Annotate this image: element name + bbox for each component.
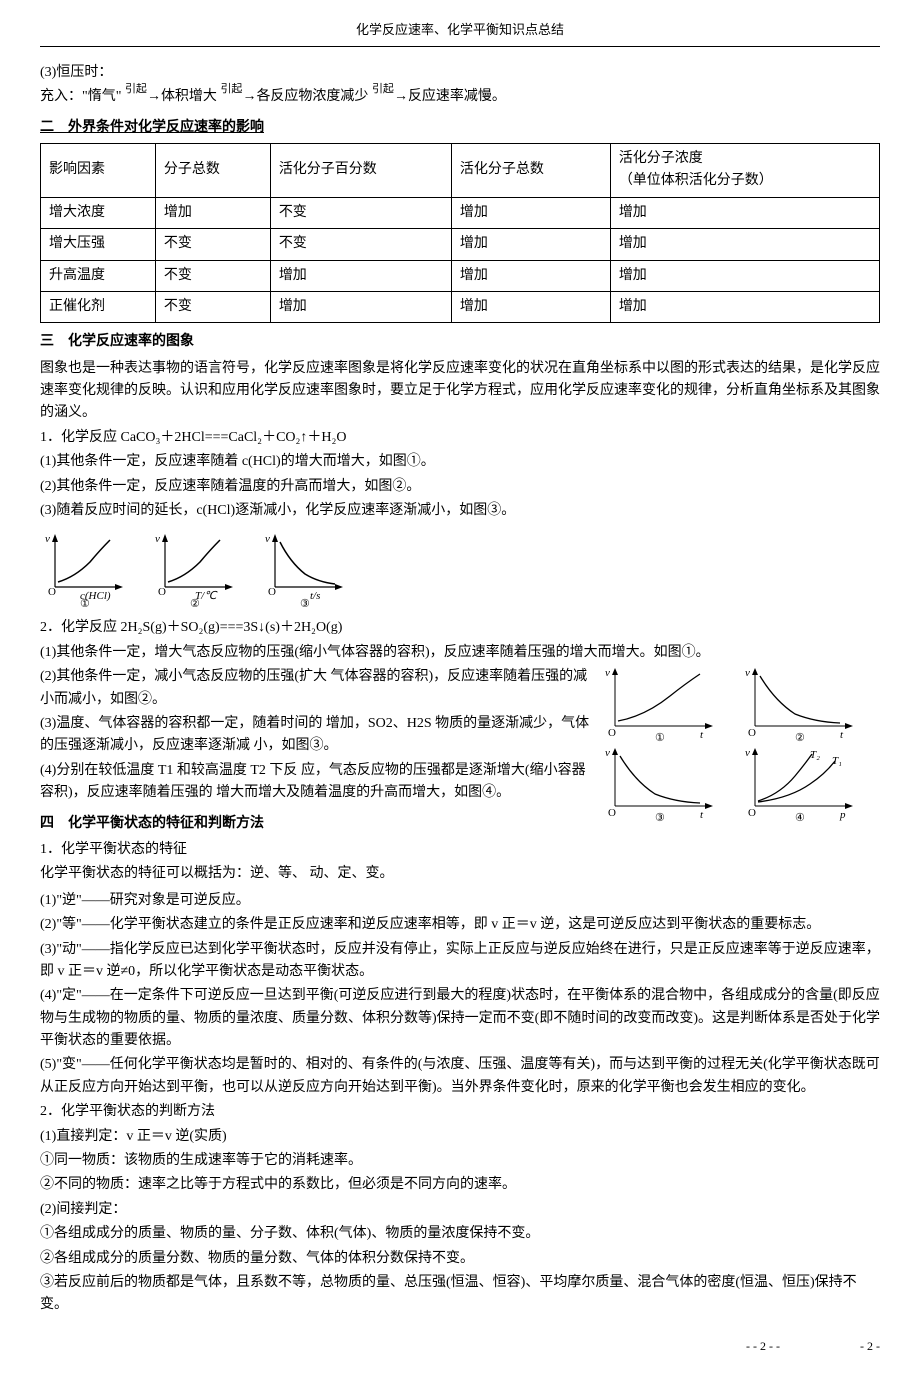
chart-3: v O t/s ③ [260,532,350,607]
s4-2-2-3: ③若反应前后的物质都是气体，且系数不等，总物质的量、总压强(恒温、恒容)、平均摩… [40,1272,880,1317]
chart-2: v O T/℃ ② [150,532,240,607]
item-1-1: (1)其他条件一定，反应速率随着 c(HCl)的增大而增大，如图①。 [40,451,880,473]
svg-text:O: O [608,727,616,739]
item-3-flow: 充入："惰气" 引起→体积增大 引起→各反应物浓度减少 引起→反应速率减慢。 [40,86,880,108]
svg-text:v: v [605,747,610,759]
svg-text:O: O [748,727,756,739]
s4-2-2: (2)间接判定： [40,1199,880,1221]
table-row: 增大浓度 增加 不变 增加 增加 [41,197,880,228]
svg-text:t/s: t/s [310,590,320,602]
svg-text:O: O [48,586,56,598]
svg-text:T₂: T₂ [810,749,820,761]
arrow-label: 引起 [220,83,242,95]
s4-2-2-1: ①各组成成分的质量、物质的量、分子数、体积(气体)、物质的量浓度保持不变。 [40,1223,880,1245]
header-divider [40,46,880,47]
svg-text:①: ① [80,598,90,607]
footer-page-right: - 2 - [860,1337,880,1356]
item-2-1: (1)其他条件一定，增大气态反应物的压强(缩小气体容器的容积)，反应速率随着压强… [40,642,880,664]
table-header: 活化分子浓度 （单位体积活化分子数） [610,143,879,197]
s4-2-1: (1)直接判定：v 正＝v 逆(实质) [40,1126,880,1148]
arrow-label: 引起 [125,83,147,95]
table-header: 影响因素 [41,143,156,197]
table-header: 活化分子总数 [451,143,610,197]
footer-page-left: - - 2 - - [746,1337,780,1356]
s4-2-1-1: ①同一物质：该物质的生成速率等于它的消耗速率。 [40,1150,880,1172]
page-footer: - - 2 - - - 2 - [40,1337,880,1356]
table-header: 活化分子百分数 [270,143,451,197]
s4-2-heading: 2．化学平衡状态的判断方法 [40,1101,880,1123]
svg-text:p: p [839,809,846,821]
arrow-label: 引起 [372,83,394,95]
table-header: 分子总数 [155,143,270,197]
svg-text:O: O [268,586,276,598]
svg-text:v: v [45,533,50,545]
svg-text:③: ③ [655,812,665,824]
s4-1-4: (4)"定"——在一定条件下可逆反应一旦达到平衡(可逆反应进行到最大的程度)状态… [40,985,880,1052]
svg-text:t: t [840,729,844,741]
svg-text:②: ② [795,732,805,744]
svg-text:v: v [155,533,160,545]
svg-text:t: t [700,809,704,821]
s4-1-2: (2)"等"——化学平衡状态建立的条件是正反应速率和逆反应速率相等，即 v 正＝… [40,914,880,936]
s4-1-5: (5)"变"——任何化学平衡状态均是暂时的、相对的、有条件的(与浓度、压强、温度… [40,1054,880,1099]
s4-2-2-2: ②各组成成分的质量分数、物质的量分数、气体的体积分数保持不变。 [40,1248,880,1270]
svg-text:①: ① [655,732,665,744]
svg-text:④: ④ [795,812,805,824]
section-3-title: 三 化学反应速率的图象 [40,331,880,353]
svg-text:O: O [748,807,756,819]
s4-1-3: (3)"动"——指化学反应已达到化学平衡状态时，反应并没有停止，实际上正反应与逆… [40,939,880,984]
section-3-intro: 图象也是一种表达事物的语言符号，化学反应速率图象是将化学反应速率变化的状况在直角… [40,358,880,425]
chart-grid-2: v O ① t v O ② t v O ③ t [600,666,870,826]
svg-text:O: O [158,586,166,598]
item-1-3: (3)随着反应时间的延长，c(HCl)逐渐减小，化学反应速率逐渐减小，如图③。 [40,500,880,522]
svg-text:v: v [745,747,750,759]
table-row: 正催化剂 不变 增加 增加 增加 [41,291,880,322]
section-2-title: 二 外界条件对化学反应速率的影响 [40,117,880,139]
s4-1-heading: 1．化学平衡状态的特征 [40,839,880,861]
factors-table: 影响因素 分子总数 活化分子百分数 活化分子总数 活化分子浓度 （单位体积活化分… [40,143,880,323]
svg-text:O: O [608,807,616,819]
s4-1-1: (1)"逆"——研究对象是可逆反应。 [40,890,880,912]
chart-1: v O c(HCl) ① [40,532,130,607]
reaction-2: 2．化学反应 2H₂S(g)＋SO₂(g)===3S↓(s)＋2H₂O(g) [40,617,880,639]
table-row: 升高温度 不变 增加 增加 增加 [41,260,880,291]
svg-text:v: v [745,667,750,679]
table-row: 增大压强 不变 不变 增加 增加 [41,229,880,260]
svg-text:v: v [605,667,610,679]
svg-text:t: t [700,729,704,741]
svg-text:T₁: T₁ [832,755,842,767]
svg-text:②: ② [190,598,200,607]
item-3-label: (3)恒压时： [40,62,880,84]
svg-text:v: v [265,533,270,545]
svg-text:③: ③ [300,598,310,607]
item-1-2: (2)其他条件一定，反应速率随着温度的升高而增大，如图②。 [40,476,880,498]
table-header-row: 影响因素 分子总数 活化分子百分数 活化分子总数 活化分子浓度 （单位体积活化分… [41,143,880,197]
s4-1-intro: 化学平衡状态的特征可以概括为：逆、等、 动、定、变。 [40,863,880,885]
chart-row-1: v O c(HCl) ① v O T/℃ ② v O t/s ③ [40,532,880,607]
page-header-title: 化学反应速率、化学平衡知识点总结 [40,20,880,41]
reaction-1: 1．化学反应 CaCO₃＋2HCl===CaCl₂＋CO₂↑＋H₂O [40,427,880,449]
chart-block-2: v O ① t v O ② t v O ③ t [600,666,870,834]
s4-2-1-2: ②不同的物质：速率之比等于方程式中的系数比，但必须是不同方向的速率。 [40,1174,880,1196]
